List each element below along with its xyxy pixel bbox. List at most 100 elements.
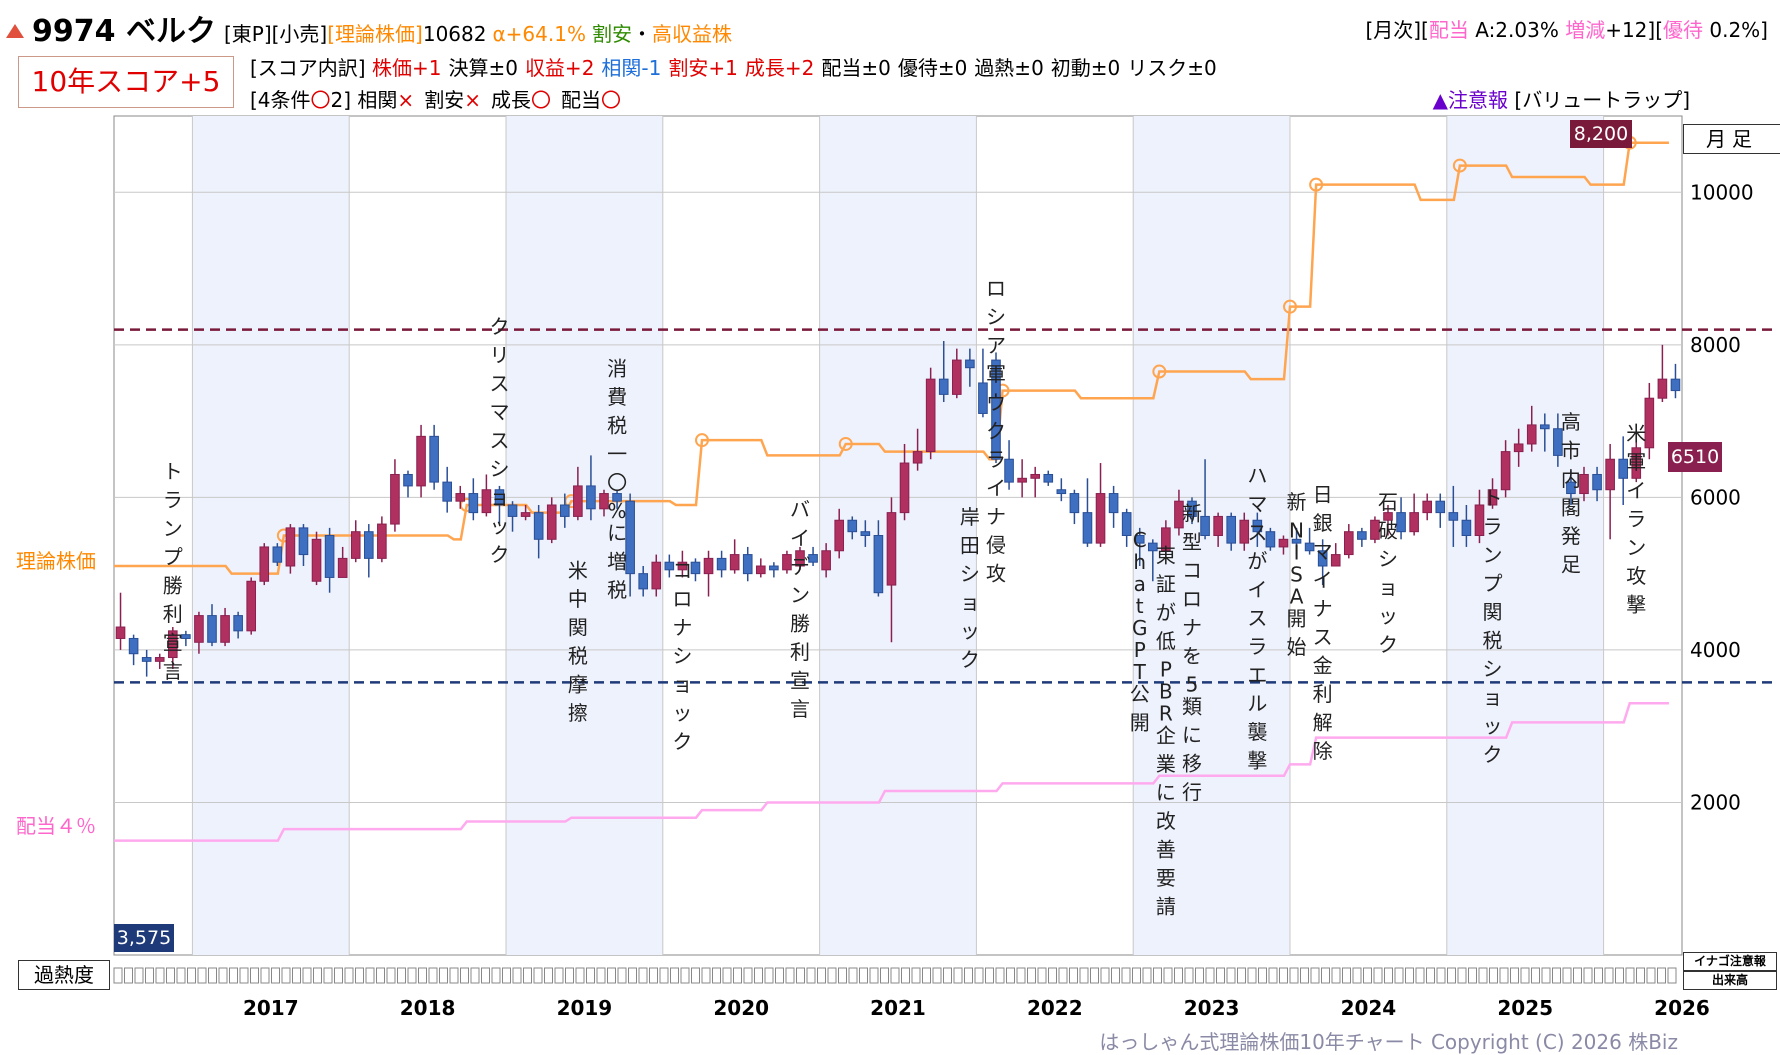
candle-body bbox=[1004, 458, 1014, 483]
overheat-cell bbox=[712, 967, 721, 984]
event-char: 足 bbox=[1561, 552, 1581, 576]
dividend-value: A:2.03% bbox=[1468, 18, 1566, 42]
theory-step-marker bbox=[838, 436, 853, 451]
event-char: ッ bbox=[960, 619, 980, 643]
overheat-cell bbox=[1447, 967, 1456, 984]
candle-body bbox=[1553, 428, 1563, 456]
candle-body bbox=[403, 473, 413, 487]
candle-body bbox=[1095, 493, 1106, 544]
condition-item: 割安× bbox=[424, 88, 481, 112]
overheat-cell bbox=[1216, 967, 1225, 984]
overheat-cell bbox=[995, 967, 1005, 984]
overheat-cell bbox=[218, 967, 228, 984]
overheat-cell bbox=[124, 967, 133, 984]
candle-body bbox=[1370, 519, 1380, 540]
event-char: 税 bbox=[607, 414, 627, 438]
overheat-cell bbox=[911, 967, 921, 984]
candle-body bbox=[1448, 512, 1459, 521]
candle-body bbox=[559, 504, 570, 517]
inago-label: イナゴ注意報 bbox=[1683, 952, 1777, 971]
candle-body bbox=[1121, 512, 1132, 536]
event-char: ラ bbox=[1626, 507, 1646, 531]
candle-body bbox=[324, 535, 335, 578]
cheap-tag: 割安 bbox=[591, 22, 632, 46]
candle-body bbox=[494, 489, 505, 506]
dividend-line-label: 配当４％ bbox=[16, 814, 96, 838]
candle-body bbox=[1539, 424, 1550, 430]
event-char: ン bbox=[1483, 543, 1503, 567]
overheat-cell bbox=[386, 967, 396, 984]
event-char: 軍 bbox=[986, 362, 1006, 386]
candle-body bbox=[991, 359, 1001, 460]
event-char: に bbox=[607, 521, 627, 545]
event-char: イ bbox=[1313, 568, 1333, 592]
event-char: 襲 bbox=[1247, 720, 1267, 744]
event-char: ロ bbox=[1182, 587, 1202, 611]
event-char: ナ bbox=[1182, 615, 1202, 639]
overheat-cell bbox=[1153, 967, 1162, 984]
conditions-count: 2] bbox=[330, 88, 352, 112]
event-char: B bbox=[1159, 679, 1173, 703]
event-char: コ bbox=[1182, 558, 1202, 582]
overheat-cell bbox=[239, 967, 249, 984]
breakdown-item: 相関-1 bbox=[601, 56, 662, 80]
event-char: 内 bbox=[1561, 467, 1581, 491]
event-char: マ bbox=[489, 400, 509, 424]
overheat-cell bbox=[964, 967, 973, 984]
overheat-cell bbox=[260, 967, 270, 984]
overheat-cell bbox=[313, 967, 322, 984]
overheat-cell bbox=[355, 967, 364, 984]
x-year-label: 2025 bbox=[1497, 996, 1553, 1020]
candle-body bbox=[533, 512, 544, 540]
event-char: a bbox=[1134, 572, 1146, 596]
candle-body bbox=[1513, 443, 1524, 453]
overheat-cell bbox=[1363, 967, 1372, 984]
overheat-cell bbox=[1090, 967, 1099, 984]
candle-body bbox=[769, 565, 779, 571]
high-price-tag: 8,200 bbox=[1570, 120, 1632, 148]
candle-body bbox=[1161, 527, 1171, 552]
event-char: 善 bbox=[1156, 837, 1176, 861]
candle-body bbox=[259, 546, 270, 582]
event-char: ナ bbox=[986, 504, 1006, 528]
overheat-cell bbox=[1520, 967, 1530, 984]
condition-name: 配当 bbox=[560, 88, 601, 112]
low-price-tag: 3,575 bbox=[114, 924, 174, 952]
event-char: 宣 bbox=[163, 630, 183, 654]
event-char: ロ bbox=[672, 587, 692, 611]
overheat-cell bbox=[376, 967, 385, 984]
yutai-word: 優待 bbox=[1663, 18, 1704, 42]
overheat-cell bbox=[1657, 967, 1666, 984]
year-band bbox=[1133, 116, 1290, 955]
event-char: ス bbox=[489, 429, 509, 453]
event-char: 税 bbox=[1483, 629, 1503, 653]
candle-body bbox=[729, 554, 740, 571]
overheat-cell bbox=[1573, 967, 1582, 984]
candle-body bbox=[1330, 554, 1341, 567]
overheat-cell bbox=[250, 967, 259, 984]
year-band bbox=[1446, 116, 1604, 955]
overheat-cell bbox=[1069, 967, 1078, 984]
candle-body bbox=[194, 615, 204, 643]
y-tick-label: 6000 bbox=[1690, 485, 1741, 509]
event-char: ラ bbox=[1483, 515, 1503, 539]
overheat-cell bbox=[607, 967, 616, 984]
x-year-label: 2024 bbox=[1341, 996, 1397, 1020]
candle-body bbox=[886, 512, 897, 586]
event-char: T bbox=[1133, 660, 1147, 684]
candle-body bbox=[1579, 473, 1589, 495]
conditions-circle: 〇 bbox=[310, 88, 331, 112]
candle-body bbox=[429, 435, 439, 483]
candle-body bbox=[1357, 531, 1367, 540]
overheat-cell bbox=[1468, 967, 1477, 984]
candle-body bbox=[664, 561, 675, 571]
event-char: 東 bbox=[1156, 543, 1176, 567]
event-char: P bbox=[1160, 657, 1172, 681]
theory-step-marker bbox=[1152, 364, 1167, 379]
event-char: 新 bbox=[1287, 490, 1307, 514]
overheat-cell bbox=[638, 967, 648, 984]
condition-name: 割安 bbox=[424, 88, 465, 112]
